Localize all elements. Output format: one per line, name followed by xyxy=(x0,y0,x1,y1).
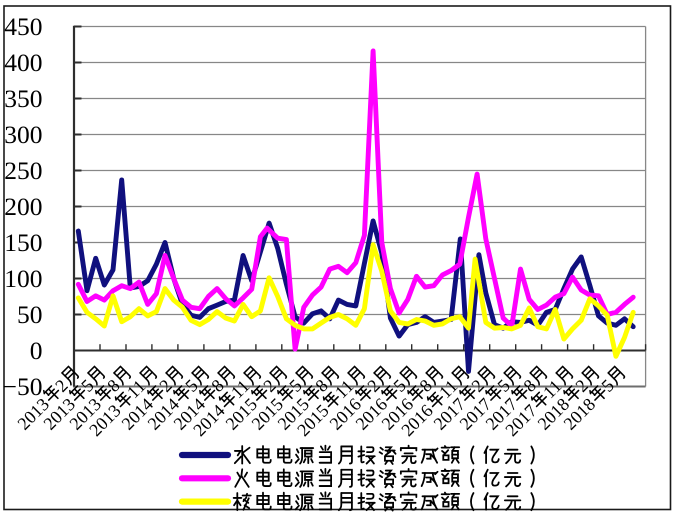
svg-text:300: 300 xyxy=(4,120,42,149)
svg-text:100: 100 xyxy=(4,264,42,293)
svg-text:450: 450 xyxy=(4,12,42,41)
svg-text:50: 50 xyxy=(17,300,43,329)
svg-text:150: 150 xyxy=(4,228,42,257)
svg-text:250: 250 xyxy=(4,156,42,185)
svg-text:400: 400 xyxy=(4,48,42,77)
svg-text:200: 200 xyxy=(4,192,42,221)
svg-text:0: 0 xyxy=(30,336,43,365)
svg-text:350: 350 xyxy=(4,84,42,113)
svg-text:−50: −50 xyxy=(3,372,43,401)
